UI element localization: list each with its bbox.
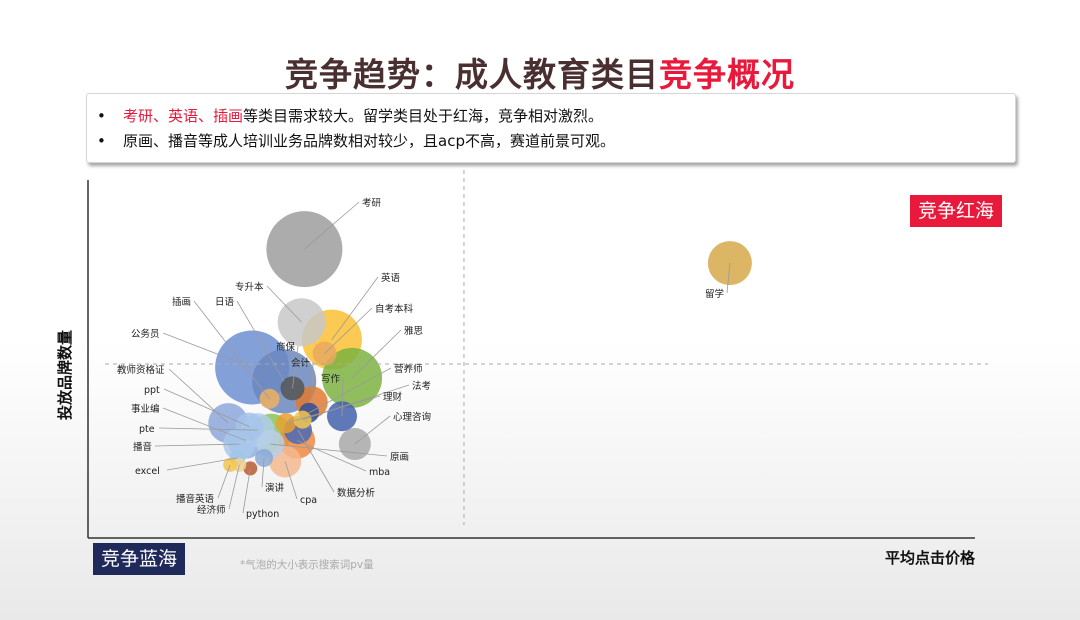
blue-ocean-tag: 竞争蓝海 [93, 543, 186, 575]
title-highlight: 竞争概况 [659, 55, 795, 94]
leader-line [261, 457, 265, 488]
summary-line-1-text: 等类目需求较大。留学类目处于红海，竞争相对激烈。 [243, 107, 604, 125]
bubble-label: 播音 [133, 441, 152, 453]
bubble-label: 商保 [276, 341, 296, 353]
leader-line [324, 307, 373, 354]
y-axis-title: 投放品牌数量 [56, 330, 74, 420]
bubble-label: 理财 [383, 391, 403, 403]
summary-line-2-text: 原画、播音等成人培训业务品牌数相对较少，且acp不高，赛道前景可观。 [123, 132, 615, 150]
leader-line [726, 263, 731, 294]
bubble-label: 心理咨询 [393, 411, 431, 423]
bullet-dot: • [97, 132, 106, 150]
page-title: 竞争趋势：成人教育类目竞争概况 [0, 48, 1080, 96]
leader-line [217, 464, 231, 499]
bubble-label: 自考本科 [375, 303, 414, 315]
leader-line-layer [154, 201, 731, 514]
leader-line [296, 440, 367, 472]
leader-line [270, 443, 388, 457]
leader-line [193, 300, 270, 400]
bubble-label: python [246, 509, 279, 520]
leader-line [162, 407, 246, 441]
bubble-label: 插画 [172, 296, 191, 308]
summary-highlight: 考研、英语、插画 [123, 107, 244, 125]
bubble-label: ppt [144, 385, 160, 396]
bubble-label: 事业编 [131, 403, 160, 415]
leader-line [304, 201, 360, 250]
bubble-label: 留学 [705, 288, 724, 300]
bubble-label: 原画 [390, 452, 409, 463]
bubble-label: 营养师 [394, 363, 423, 375]
x-axis-title: 平均点击价格 [885, 549, 976, 567]
summary-box: • 考研、英语、插画等类目需求较大。留学类目处于红海，竞争相对激烈。 • 原画、播音… [86, 93, 1016, 163]
bubble-label: excel [135, 466, 160, 477]
bubble-label: pte [139, 424, 155, 435]
bubble-label: 教师资格证 [117, 364, 165, 376]
leader-line [341, 377, 344, 417]
bubble-label: 演讲 [265, 482, 285, 494]
bubble-label: 考研 [362, 198, 382, 209]
bubble-label: 英语 [381, 272, 401, 284]
leader-line [158, 427, 258, 431]
leader-line [162, 332, 253, 368]
leader-line [354, 415, 391, 445]
leader-line [284, 461, 298, 500]
bubble-label: 日语 [215, 297, 235, 308]
bubble-size-note: *气泡的大小表示搜索词pv量 [240, 559, 374, 571]
leader-line [154, 443, 240, 447]
leader-line [297, 429, 335, 493]
leader-line [228, 464, 240, 510]
leader-line [302, 384, 410, 421]
bubble-label: 会计 [291, 357, 311, 369]
bubble-label: 法考 [412, 380, 431, 392]
bubble-label: mba [369, 467, 390, 478]
leader-line [311, 361, 314, 403]
bubble-python [243, 461, 258, 476]
summary-bullet-1: • 考研、英语、插画等类目需求较大。留学类目处于红海，竞争相对激烈。 [97, 105, 603, 126]
bubble-label: 专升本 [235, 281, 264, 293]
bubble-label: 经济师 [197, 504, 226, 516]
red-ocean-tag: 竞争红海 [910, 195, 1003, 227]
bubble-label: 公务员 [131, 328, 160, 340]
leader-line [166, 457, 238, 471]
leader-line [331, 276, 379, 340]
leader-line [308, 367, 392, 414]
bubble-label: 写作 [321, 373, 341, 385]
leader-line [242, 468, 251, 514]
bubble-label: 播音英语 [176, 493, 215, 505]
bullet-dot: • [97, 107, 106, 125]
leader-line [168, 368, 229, 424]
leader-line [266, 285, 302, 323]
title-main: 竞争趋势：成人教育类目 [285, 55, 659, 94]
bubble-label: 雅思 [404, 325, 424, 337]
bubble-label: 数据分析 [337, 487, 376, 499]
leader-line [236, 300, 285, 382]
summary-bullet-2: • 原画、播音等成人培训业务品牌数相对较少，且acp不高，赛道前景可观。 [97, 130, 615, 151]
leader-line [163, 388, 250, 428]
leader-line [351, 329, 402, 379]
bubble-label: cpa [300, 495, 317, 506]
leader-line [292, 345, 299, 389]
